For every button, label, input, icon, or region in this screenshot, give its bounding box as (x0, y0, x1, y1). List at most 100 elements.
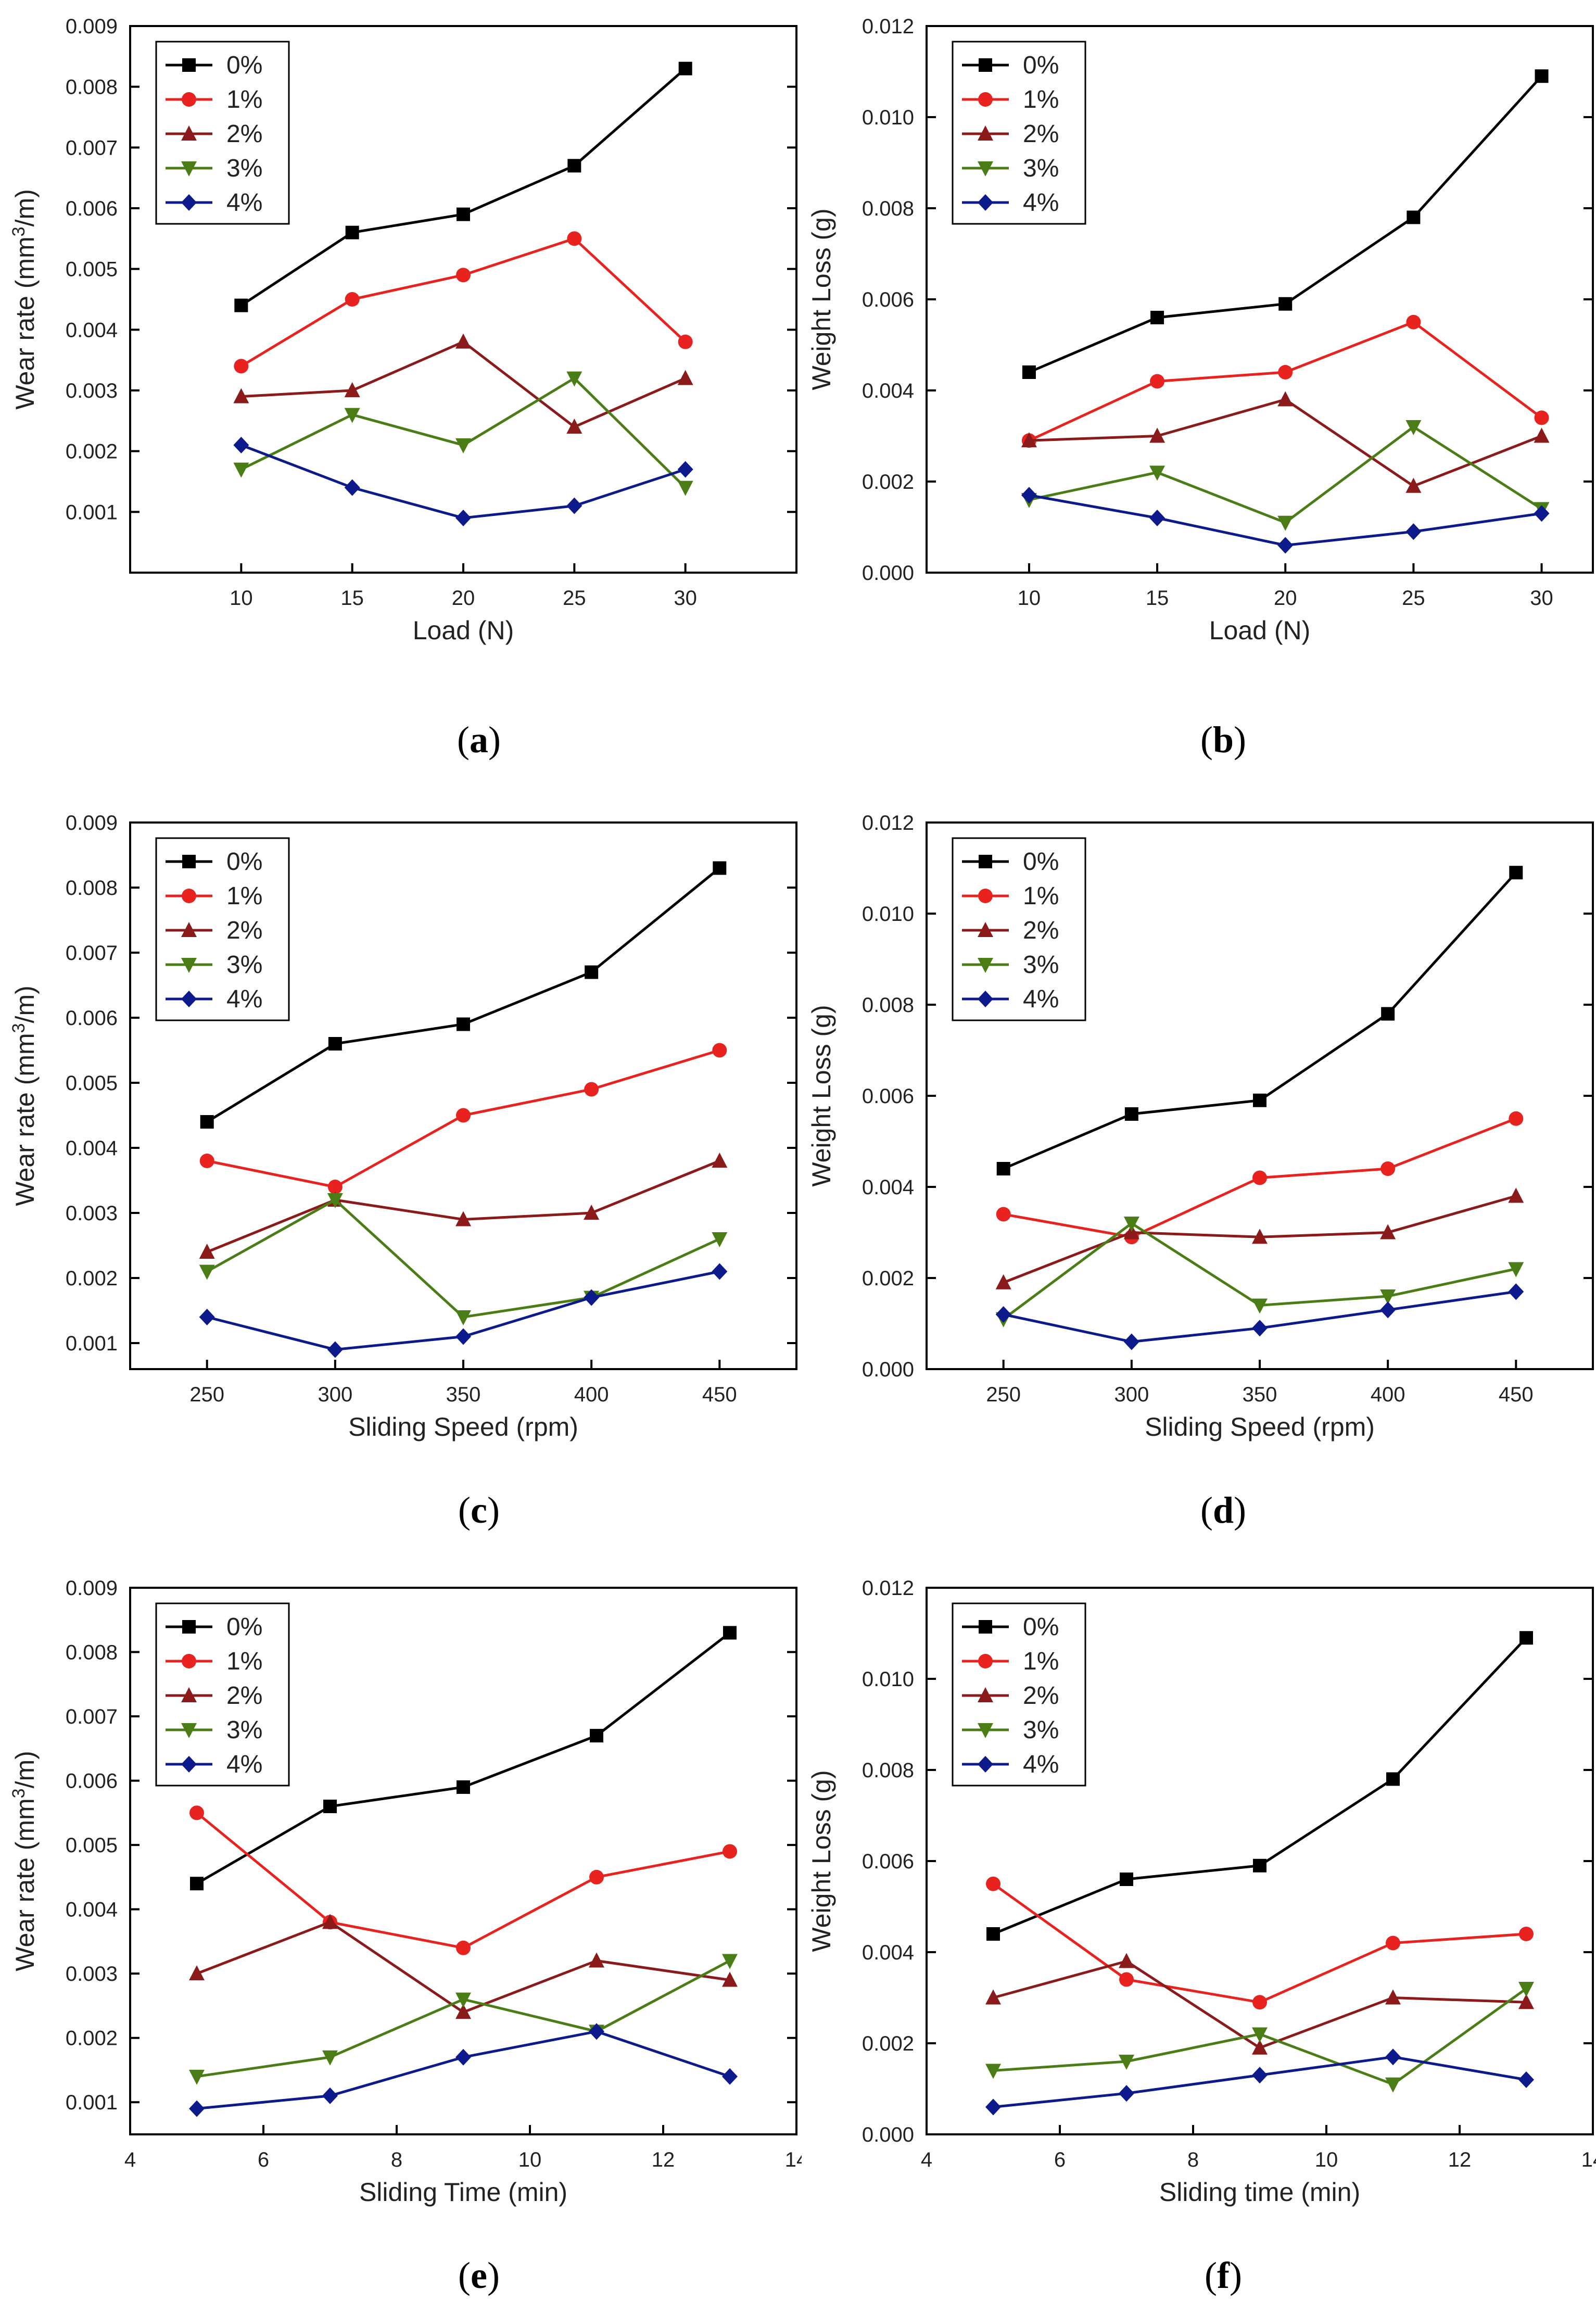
y-tick-label: 0.008 (862, 994, 914, 1017)
data-point (1385, 1989, 1401, 2005)
y-tick-label: 0.008 (862, 1759, 914, 1782)
data-point (1380, 1301, 1396, 1319)
data-point (1124, 1107, 1138, 1121)
data-point (1406, 314, 1421, 330)
y-tick-label: 0.005 (66, 1072, 118, 1095)
caption-b: (b) (1200, 719, 1246, 761)
series-4pct (995, 1283, 1524, 1350)
data-point (1518, 2071, 1534, 2088)
x-tick-label: 4 (921, 2148, 932, 2171)
y-tick-label: 0.005 (66, 258, 118, 281)
x-tick-label: 14 (1581, 2148, 1596, 2171)
series-1pct (986, 1876, 1534, 2010)
data-point (1252, 2039, 1268, 2055)
legend-marker (182, 889, 196, 903)
series-2pct (995, 1187, 1524, 1289)
y-tick-label: 0.003 (66, 1202, 118, 1225)
data-point (584, 1289, 600, 1306)
data-point (712, 1043, 727, 1058)
legend-marker (181, 958, 197, 973)
y-tick-label: 0.004 (862, 379, 914, 402)
x-axis-label: Sliding Speed (rpm) (1145, 1412, 1375, 1441)
data-point (457, 207, 470, 221)
x-axis-label: Sliding Time (min) (359, 2178, 567, 2207)
legend-marker (978, 958, 993, 973)
data-point (455, 333, 471, 349)
data-point (722, 2068, 738, 2085)
legend-marker (181, 1723, 197, 1738)
y-tick-label: 0.008 (862, 197, 914, 220)
data-point (590, 1729, 603, 1743)
series-4pct (189, 2023, 738, 2117)
data-point (345, 292, 360, 307)
legend-marker (978, 161, 993, 176)
data-point (1252, 1320, 1268, 1337)
data-point (712, 1153, 728, 1168)
data-point (1405, 477, 1422, 493)
x-tick-label: 350 (446, 1383, 481, 1406)
legend-marker (182, 58, 196, 72)
data-point (1252, 1170, 1267, 1185)
y-tick-label: 0.001 (66, 1332, 118, 1355)
y-tick-label: 0.008 (66, 877, 118, 900)
legend: 0% 1% 2% 3% 4% (952, 837, 1086, 1021)
data-point (1253, 1093, 1266, 1107)
series-1pct (1021, 314, 1549, 448)
series-0pct (200, 861, 727, 1129)
data-point (322, 2087, 338, 2104)
y-axis-label: Wear rate (mm3/m) (9, 1751, 40, 1971)
y-tick-label: 0.003 (66, 1963, 118, 1985)
data-point (712, 1263, 728, 1280)
data-point (199, 1309, 215, 1325)
y-tick-label: 0.012 (862, 812, 914, 834)
data-point (584, 1082, 599, 1097)
y-tick-label: 0.012 (862, 1577, 914, 1600)
legend-label: 3% (1023, 155, 1059, 182)
legend-label: 1% (226, 1648, 262, 1675)
legend-label: 0% (1023, 52, 1059, 79)
legend-marker (978, 1723, 993, 1738)
legend-marker (181, 1756, 197, 1773)
data-point (456, 1108, 471, 1123)
caption-a: (a) (457, 719, 501, 761)
y-tick-label: 0.002 (862, 2032, 914, 2055)
y-tick-label: 0.007 (66, 1705, 118, 1728)
x-axis-label: Sliding time (min) (1159, 2178, 1360, 2207)
x-tick-label: 10 (1315, 2148, 1338, 2171)
y-tick-label: 0.007 (66, 136, 118, 159)
x-tick-label: 14 (785, 2148, 802, 2171)
series-1pct (996, 1111, 1524, 1245)
data-point (566, 497, 582, 514)
caption-f: (f) (1205, 2255, 1242, 2296)
data-point (189, 2069, 205, 2085)
data-point (457, 1017, 470, 1031)
x-tick-label: 25 (563, 587, 586, 610)
data-point (1119, 2055, 1134, 2070)
data-point (344, 479, 360, 496)
data-point (1252, 1229, 1268, 1244)
data-point (589, 2023, 604, 2040)
y-tick-label: 0.005 (66, 1834, 118, 1857)
data-point (1386, 1772, 1400, 1786)
x-tick-label: 15 (340, 587, 364, 610)
data-point (677, 480, 693, 496)
chart-panel-e: 0.001 0.002 0.003 0.004 0.005 0.006 0.007 0.008… (9, 1577, 802, 2207)
chart-panel-d: 0.000 0.002 0.004 0.006 0.008 0.010 0.012 250 30… (807, 812, 1594, 1441)
data-point (985, 1989, 1001, 2005)
data-point (1022, 365, 1036, 379)
series-0pct (986, 1631, 1533, 1941)
legend-marker (978, 1756, 993, 1773)
y-tick-label: 0.006 (66, 1770, 118, 1793)
data-point (327, 1180, 343, 1194)
x-tick-label: 12 (652, 2148, 675, 2171)
series-line (1028, 75, 1543, 374)
y-tick-label: 0.009 (66, 1577, 118, 1600)
y-axis-label: Wear rate (mm3/m) (9, 189, 40, 410)
series-2pct (189, 1914, 738, 2019)
x-tick-label: 450 (702, 1383, 737, 1406)
y-tick-label: 0.003 (66, 379, 118, 402)
data-point (1381, 1007, 1395, 1021)
chart-panel-f: 0.000 0.002 0.004 0.006 0.008 0.010 0.012 4 6 8 10… (807, 1577, 1596, 2207)
legend-marker (181, 922, 197, 937)
legend: 0% 1% 2% 3% 4% (155, 837, 290, 1021)
